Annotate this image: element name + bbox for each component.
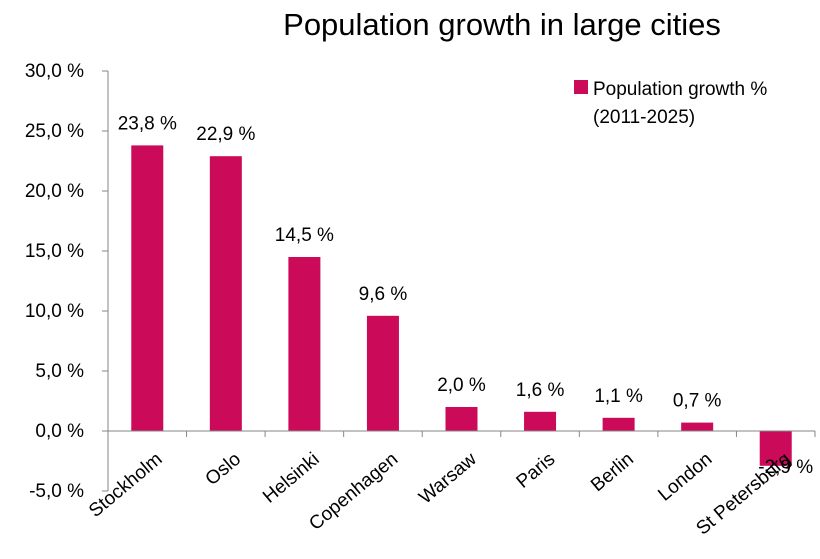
bar [288, 257, 321, 431]
x-category-label: Warsaw [415, 449, 481, 509]
legend-swatch [574, 80, 588, 94]
bar [759, 431, 792, 466]
y-tick-label: 30,0 % [25, 61, 84, 82]
data-label: 22,9 % [196, 124, 255, 145]
y-tick-label: 10,0 % [25, 301, 84, 322]
bar [209, 156, 242, 431]
data-label: 9,6 % [359, 284, 408, 305]
bar [524, 411, 557, 431]
y-tick-label: 0,0 % [35, 421, 84, 442]
data-labels: 23,8 % 22,9 % 14,5 % 9,6 % 2,0 % 1,6 % 1,1 % 0,… [118, 113, 814, 478]
y-tick-label: 5,0 % [35, 361, 84, 382]
bar [681, 422, 714, 431]
x-category-label: Helsinki [259, 449, 323, 508]
legend: Population growth % (2011-2025) [574, 79, 767, 128]
bar [366, 315, 399, 431]
x-category-label: London [654, 449, 716, 506]
x-category-label: Stockholm [85, 449, 166, 522]
chart-title: Population growth in large cities [283, 7, 721, 42]
legend-label-line1: Population growth % [593, 79, 767, 100]
x-category-label: Paris [513, 449, 560, 493]
data-label: 14,5 % [275, 225, 334, 246]
legend-label-line2: (2011-2025) [593, 107, 695, 128]
data-label: 23,8 % [118, 113, 177, 134]
data-label: 2,0 % [437, 375, 486, 396]
data-label: 1,1 % [594, 386, 643, 407]
data-label: 0,7 % [673, 391, 722, 412]
data-label: 1,6 % [516, 380, 565, 401]
bar [602, 417, 635, 431]
bars [131, 145, 792, 466]
y-tick-label: 15,0 % [25, 241, 84, 262]
y-tick-label: 25,0 % [25, 121, 84, 142]
y-tick-label: -5,0 % [29, 481, 84, 502]
x-category-label: Berlin [587, 449, 638, 496]
axes [107, 71, 816, 491]
x-category-label: Oslo [202, 449, 245, 490]
y-axis: -5,0 % 0,0 % 5,0 % 10,0 % 15,0 % 20,0 % 25,0 %… [25, 61, 108, 502]
bar [445, 407, 478, 431]
y-tick-label: 20,0 % [25, 181, 84, 202]
data-label: -2,9 % [758, 457, 813, 478]
bar [131, 145, 164, 431]
